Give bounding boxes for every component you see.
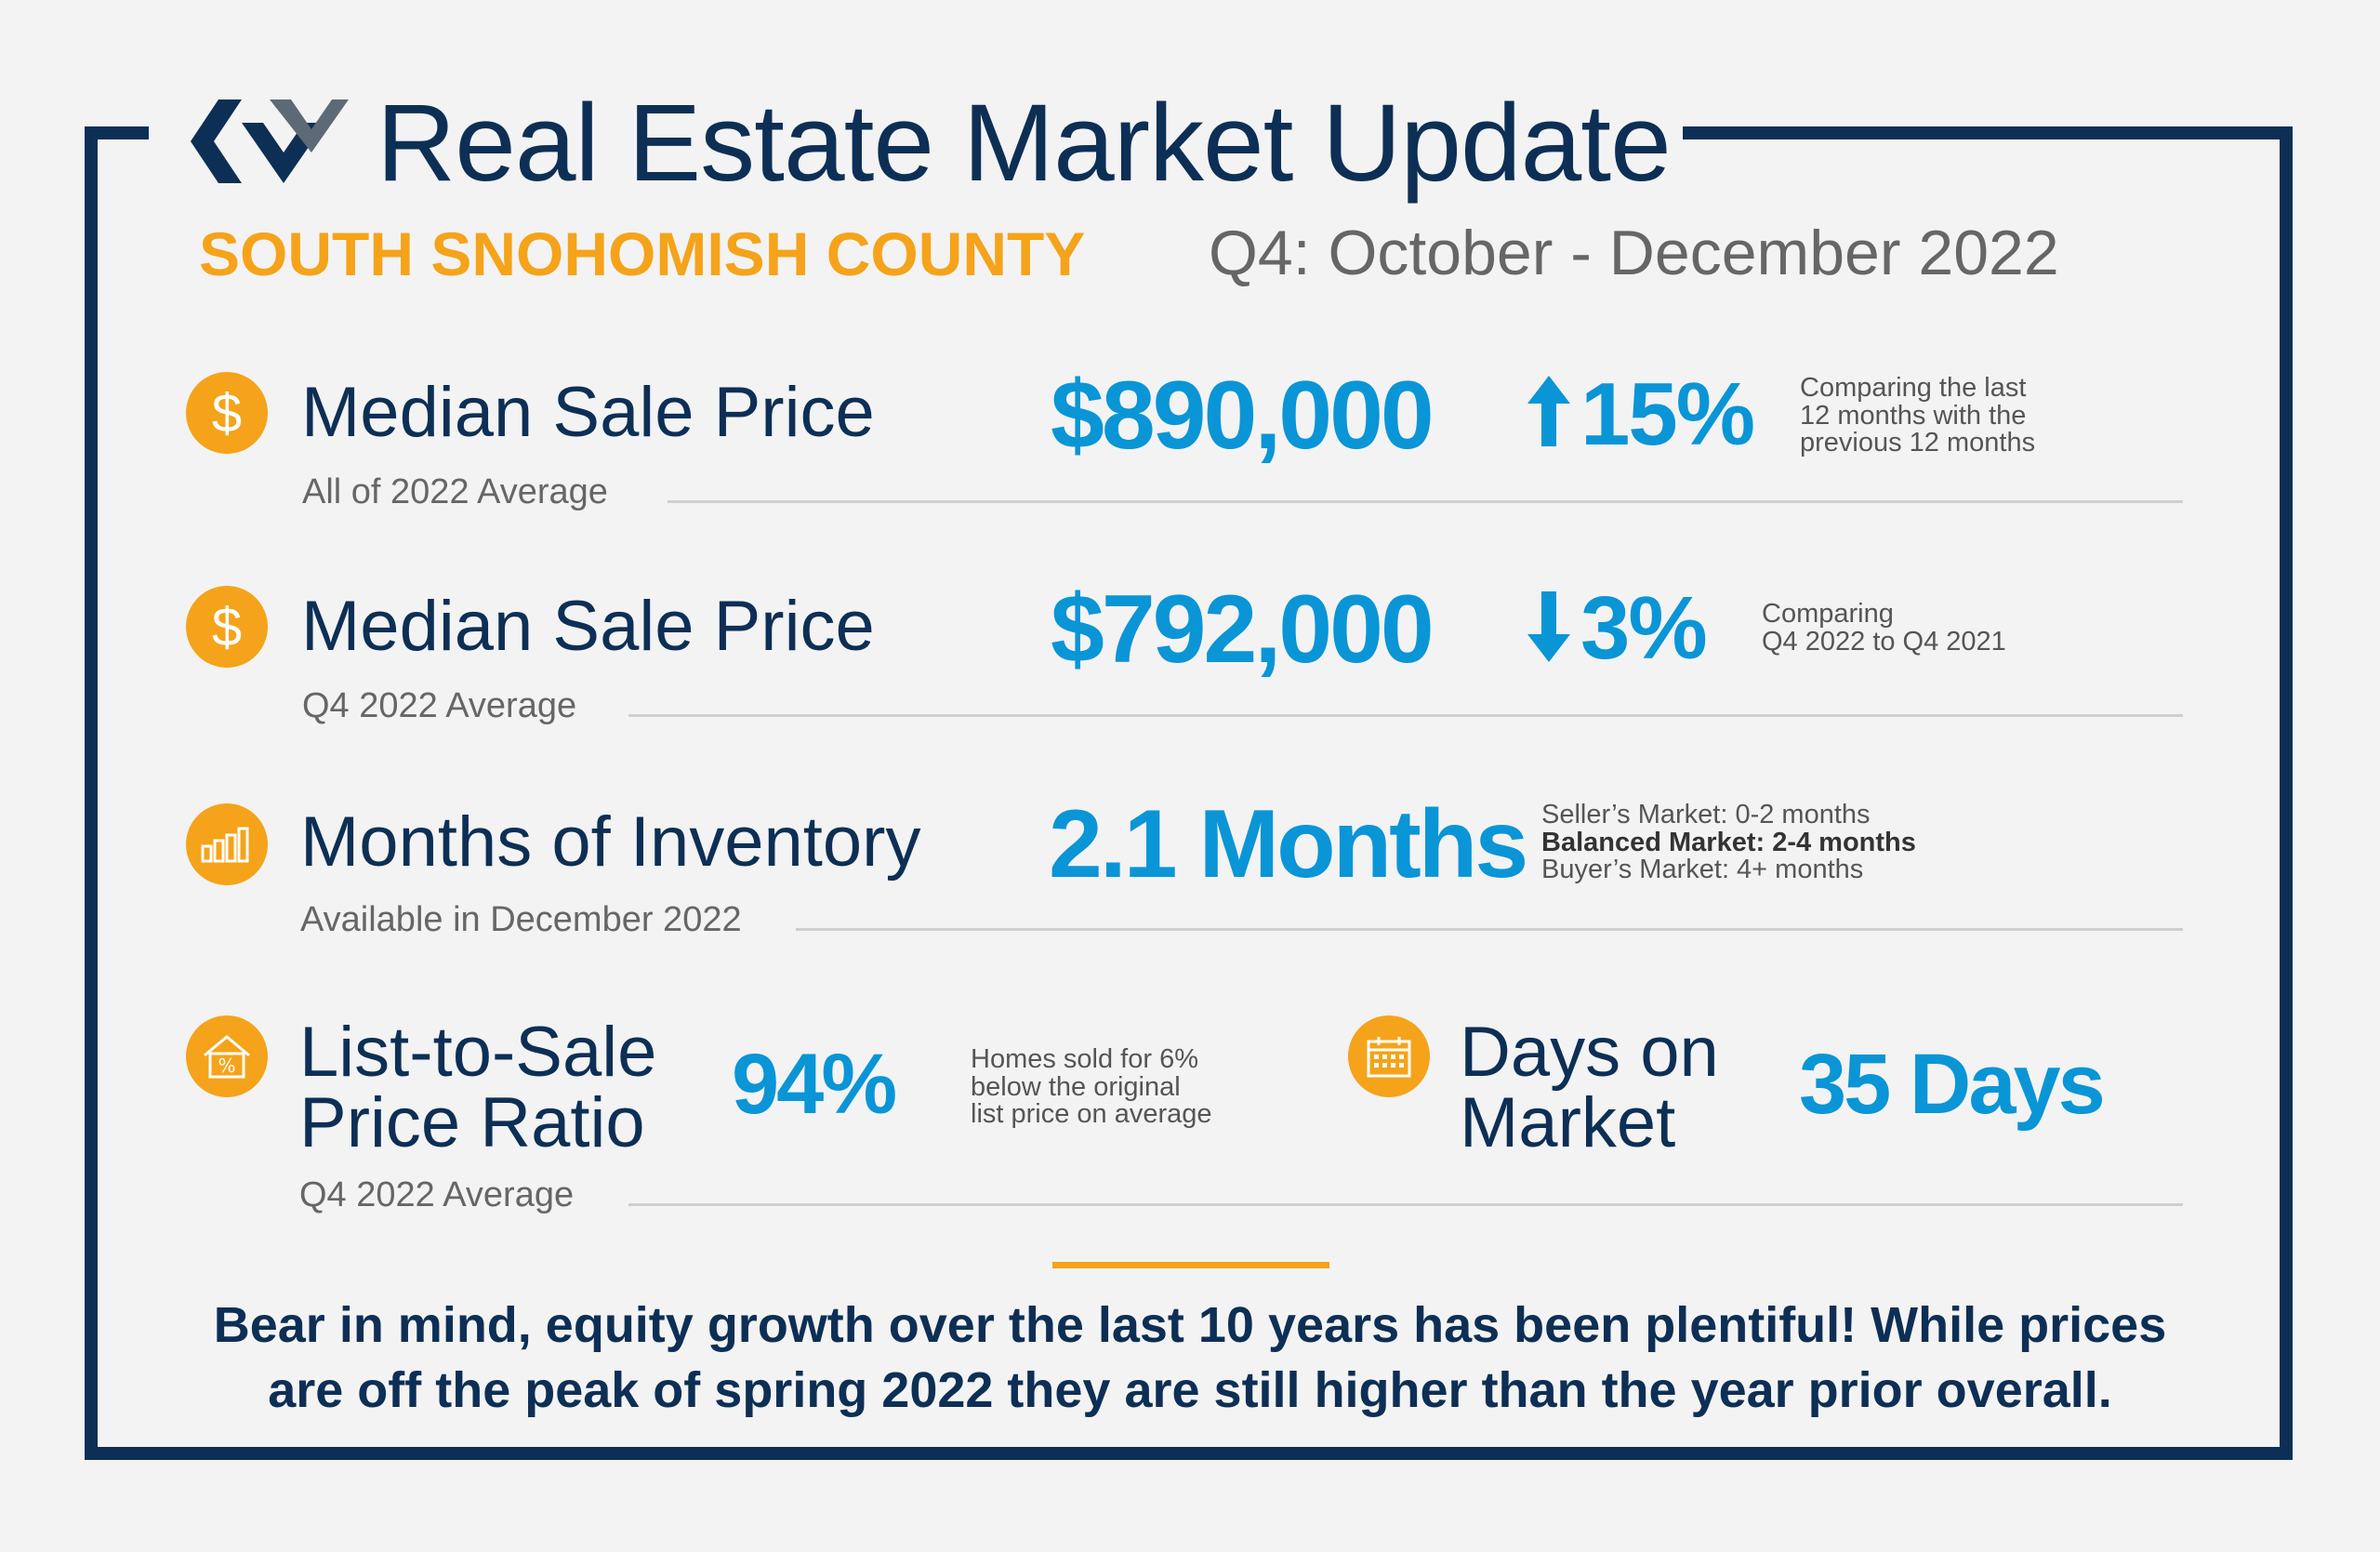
calendar-icon (1348, 1015, 1430, 1097)
median-2022-value: $890,000 (1051, 362, 1435, 470)
brand-logo (191, 99, 349, 183)
median-2022-change: 15% (1580, 365, 1755, 464)
median-q4-label: Median Sale Price (301, 587, 875, 666)
median-q4-change: 3% (1580, 578, 1708, 678)
region-heading: SOUTH SNOHOMISH COUNTY (199, 219, 1086, 288)
page-title: Real Estate Market Update (377, 82, 1672, 205)
row-divider (628, 1203, 2183, 1206)
median-2022-sub: All of 2022 Average (302, 472, 608, 511)
period-heading: Q4: October - December 2022 (1209, 218, 2059, 288)
arrow-down-icon (1527, 591, 1570, 662)
arrow-up-icon (1527, 376, 1570, 446)
row-divider (668, 500, 2183, 503)
median-q4-value: $792,000 (1051, 576, 1435, 683)
days-on-market-value: 35 Days (1799, 1037, 2106, 1132)
row-divider (796, 928, 2183, 931)
inventory-label: Months of Inventory (300, 803, 921, 882)
list-to-sale-value: 94% (732, 1037, 897, 1132)
median-2022-note: Comparing the last 12 months with the pr… (1800, 373, 2036, 458)
days-on-market-label: Days on Market (1460, 1013, 1719, 1162)
median-q4-sub: Q4 2022 Average (302, 686, 577, 725)
dollar-icon: $ (186, 586, 268, 668)
list-to-sale-label: List-to-Sale Price Ratio (299, 1013, 657, 1162)
inventory-note: Seller’s Market: 0-2 months Balanced Mar… (1541, 800, 1916, 885)
footer-message: Bear in mind, equity growth over the las… (213, 1297, 2167, 1419)
svg-text:%: % (218, 1055, 235, 1077)
row-divider (628, 714, 2183, 717)
median-2022-label: Median Sale Price (301, 373, 875, 452)
frame-title-gap (149, 112, 1683, 149)
inventory-sub: Available in December 2022 (300, 900, 742, 939)
house-percent-icon: % (186, 1015, 268, 1097)
list-to-sale-sub: Q4 2022 Average (299, 1175, 575, 1214)
bar-chart-icon (186, 803, 268, 885)
accent-divider (1052, 1262, 1329, 1268)
median-q4-note: Comparing Q4 2022 to Q4 2021 (1762, 599, 2006, 657)
dollar-icon: $ (186, 372, 268, 454)
inventory-value: 2.1 Months (1049, 790, 1528, 898)
list-to-sale-note: Homes sold for 6% below the original lis… (971, 1044, 1212, 1130)
